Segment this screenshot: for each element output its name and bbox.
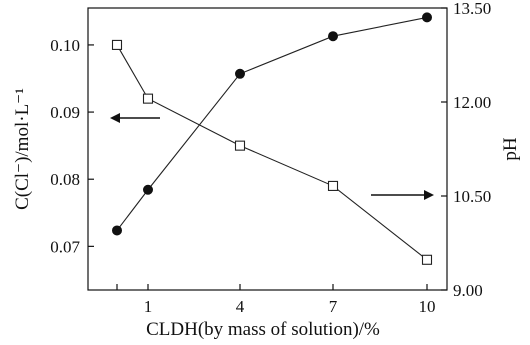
y-axis-right-label: pH	[500, 137, 521, 161]
series-right-point	[112, 225, 122, 236]
y-right-tick-label: 12.00	[453, 93, 491, 112]
series-left-line	[116, 44, 428, 261]
y-axis-left-label: C(Cl⁻)/mol·L⁻¹	[12, 88, 33, 210]
series-left-point	[111, 39, 123, 50]
series-left-point	[421, 254, 433, 265]
right-axis: 9.00 10.50 12.00 13.50	[441, 0, 491, 300]
x-tick-label: 10	[419, 297, 436, 316]
y-right-tick-label: 9.00	[453, 281, 483, 300]
series-right-point	[422, 12, 432, 23]
annotation-layer	[110, 113, 434, 200]
y-left-tick-label: 0.08	[50, 170, 80, 189]
x-axis-label: CLDH(by mass of solution)/%	[146, 319, 380, 340]
series-layer	[111, 12, 433, 265]
series-left-point	[234, 140, 246, 151]
series-right-point	[328, 31, 338, 42]
y-right-tick-label: 13.50	[453, 0, 491, 18]
series-right-point	[235, 68, 245, 79]
series-right-point	[143, 184, 153, 195]
left-axis: 0.07 0.08 0.09 0.10	[50, 36, 94, 256]
arrow-left-head	[110, 113, 120, 123]
x-tick-label: 4	[236, 297, 245, 316]
x-tick-label: 7	[329, 297, 338, 316]
series-right-line	[116, 16, 428, 231]
y-left-tick-label: 0.07	[50, 237, 80, 256]
x-axis: 1 4 7 10	[116, 284, 436, 316]
y-left-tick-label: 0.10	[50, 36, 80, 55]
plot-frame	[87, 7, 448, 291]
y-right-tick-label: 10.50	[453, 187, 491, 206]
series-left-point	[327, 180, 339, 191]
arrow-right-head	[424, 190, 434, 200]
y-left-tick-label: 0.09	[50, 103, 80, 122]
series-left-point	[142, 93, 154, 104]
x-tick-label: 1	[144, 297, 153, 316]
